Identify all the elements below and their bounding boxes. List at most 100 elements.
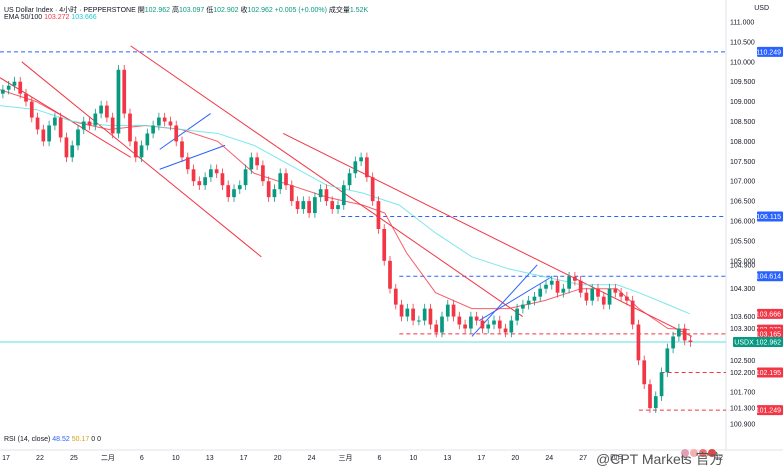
candle-body xyxy=(151,125,155,134)
candle-body xyxy=(180,141,184,158)
candle-body xyxy=(220,173,225,186)
candle-body xyxy=(376,201,381,229)
volume-value: 1.52K xyxy=(349,7,369,14)
y-tick-label: 108.000 xyxy=(730,139,755,146)
price-tag-label: 101.249 xyxy=(756,408,781,415)
candle-body xyxy=(636,324,641,361)
trend-line xyxy=(478,276,553,321)
y-tick-label: 104.300 xyxy=(730,286,755,293)
close-value: 102.962 xyxy=(247,7,273,14)
candle-body xyxy=(272,189,277,198)
price-tag xyxy=(757,328,783,339)
indicator-icon[interactable] xyxy=(699,449,707,457)
low-value: 102.902 xyxy=(213,7,239,14)
indicator-icon[interactable] xyxy=(708,449,716,457)
candle-body xyxy=(399,304,404,317)
candle-body xyxy=(521,304,525,309)
rsi-value-3: 0 xyxy=(91,436,96,443)
candle-body xyxy=(434,324,439,333)
chart-header: US Dollar Index · 4小时 · PEPPERSTONE 開 102… xyxy=(4,5,368,15)
x-tick-label: 三月 xyxy=(339,454,353,462)
y-tick-label: 106.000 xyxy=(730,219,755,226)
candle-body xyxy=(526,300,531,305)
indicator-icons[interactable] xyxy=(681,444,717,462)
candle-body xyxy=(307,201,311,214)
x-tick-label: 9 xyxy=(683,455,687,462)
y-tick-label: 110.000 xyxy=(730,59,755,66)
candle-body xyxy=(41,129,46,142)
candle-body xyxy=(209,169,213,178)
candle-body xyxy=(347,173,352,186)
candle-body xyxy=(625,296,629,301)
candle-body xyxy=(29,101,34,118)
x-tick-label: 17 xyxy=(2,455,10,462)
y-tick-label: 105.500 xyxy=(730,238,755,245)
candle-body xyxy=(359,157,363,162)
candle-body xyxy=(64,137,69,158)
candle-body xyxy=(203,177,207,186)
candle-body xyxy=(469,316,473,329)
price-tag-label: USDX 102.962 xyxy=(734,339,781,346)
x-tick-label: 13 xyxy=(206,455,214,462)
candle-body xyxy=(642,360,647,385)
x-tick-label: 17 xyxy=(477,455,485,462)
candle-body xyxy=(601,296,606,305)
price-tag-label: 102.195 xyxy=(756,370,781,377)
x-tick-label: 22 xyxy=(36,455,44,462)
candle-body xyxy=(174,125,179,142)
candle-body xyxy=(653,396,658,409)
indicator-icon[interactable] xyxy=(681,449,689,457)
trend-line xyxy=(159,144,226,170)
candle-body xyxy=(682,328,687,341)
candle-body xyxy=(365,157,369,178)
change-value: +0.005 (+0.00%) xyxy=(274,7,327,14)
rsi-value-4: 0 xyxy=(97,436,101,443)
candle-body xyxy=(497,320,502,329)
candle-body xyxy=(249,157,254,170)
candle-body xyxy=(93,113,98,126)
trend-line xyxy=(159,113,211,150)
candle-body xyxy=(278,173,283,190)
x-tick-label: 10 xyxy=(410,455,418,462)
y-tick-label: 109.000 xyxy=(730,99,755,106)
candle-body xyxy=(659,372,664,397)
candle-body xyxy=(578,280,583,293)
symbol-title[interactable]: US Dollar Index · 4小时 · PEPPERSTONE xyxy=(4,7,136,14)
x-tick-label: 17 xyxy=(240,455,248,462)
candle-body xyxy=(116,69,121,134)
x-tick-label: 20 xyxy=(274,455,282,462)
candle-body xyxy=(301,201,306,210)
ema-legend[interactable]: EMA 50/100 103.272 103.666 xyxy=(4,14,97,21)
y-tick-label: 101.700 xyxy=(730,390,755,397)
open-label: 開 xyxy=(137,7,145,14)
low-label: 低 xyxy=(206,7,214,14)
candle-body xyxy=(567,276,571,289)
candle-body xyxy=(474,316,479,321)
price-tag-label: 106.115 xyxy=(756,214,781,221)
candle-body xyxy=(630,300,635,325)
candle-body xyxy=(573,276,577,281)
candle-body xyxy=(503,328,508,333)
candle-body xyxy=(607,288,612,305)
candle-body xyxy=(405,308,410,317)
rsi-value-2: 50.17 xyxy=(71,436,90,443)
candle-body xyxy=(336,205,340,210)
rsi-value-1: 48.52 xyxy=(52,436,70,443)
candle-body xyxy=(509,320,514,333)
y-tick-label: 102.200 xyxy=(730,370,755,377)
indicator-icon[interactable] xyxy=(690,449,698,457)
candle-body xyxy=(237,185,242,190)
candle-body xyxy=(105,105,109,118)
rsi-legend[interactable]: RSI (14, close) 48.52 50.17 0 0 xyxy=(4,436,101,443)
close-label: 收 xyxy=(240,7,248,14)
candle-body xyxy=(243,169,248,186)
x-tick-label: 6 xyxy=(378,455,382,462)
candle-body xyxy=(590,288,595,301)
x-tick-label: 13 xyxy=(443,455,451,462)
candle-body xyxy=(538,288,543,297)
price-tag xyxy=(733,336,783,347)
ema-label: EMA 50/100 xyxy=(4,14,43,21)
candle-body xyxy=(440,316,444,333)
watermark: @CPT Markets 官方 xyxy=(596,451,724,467)
